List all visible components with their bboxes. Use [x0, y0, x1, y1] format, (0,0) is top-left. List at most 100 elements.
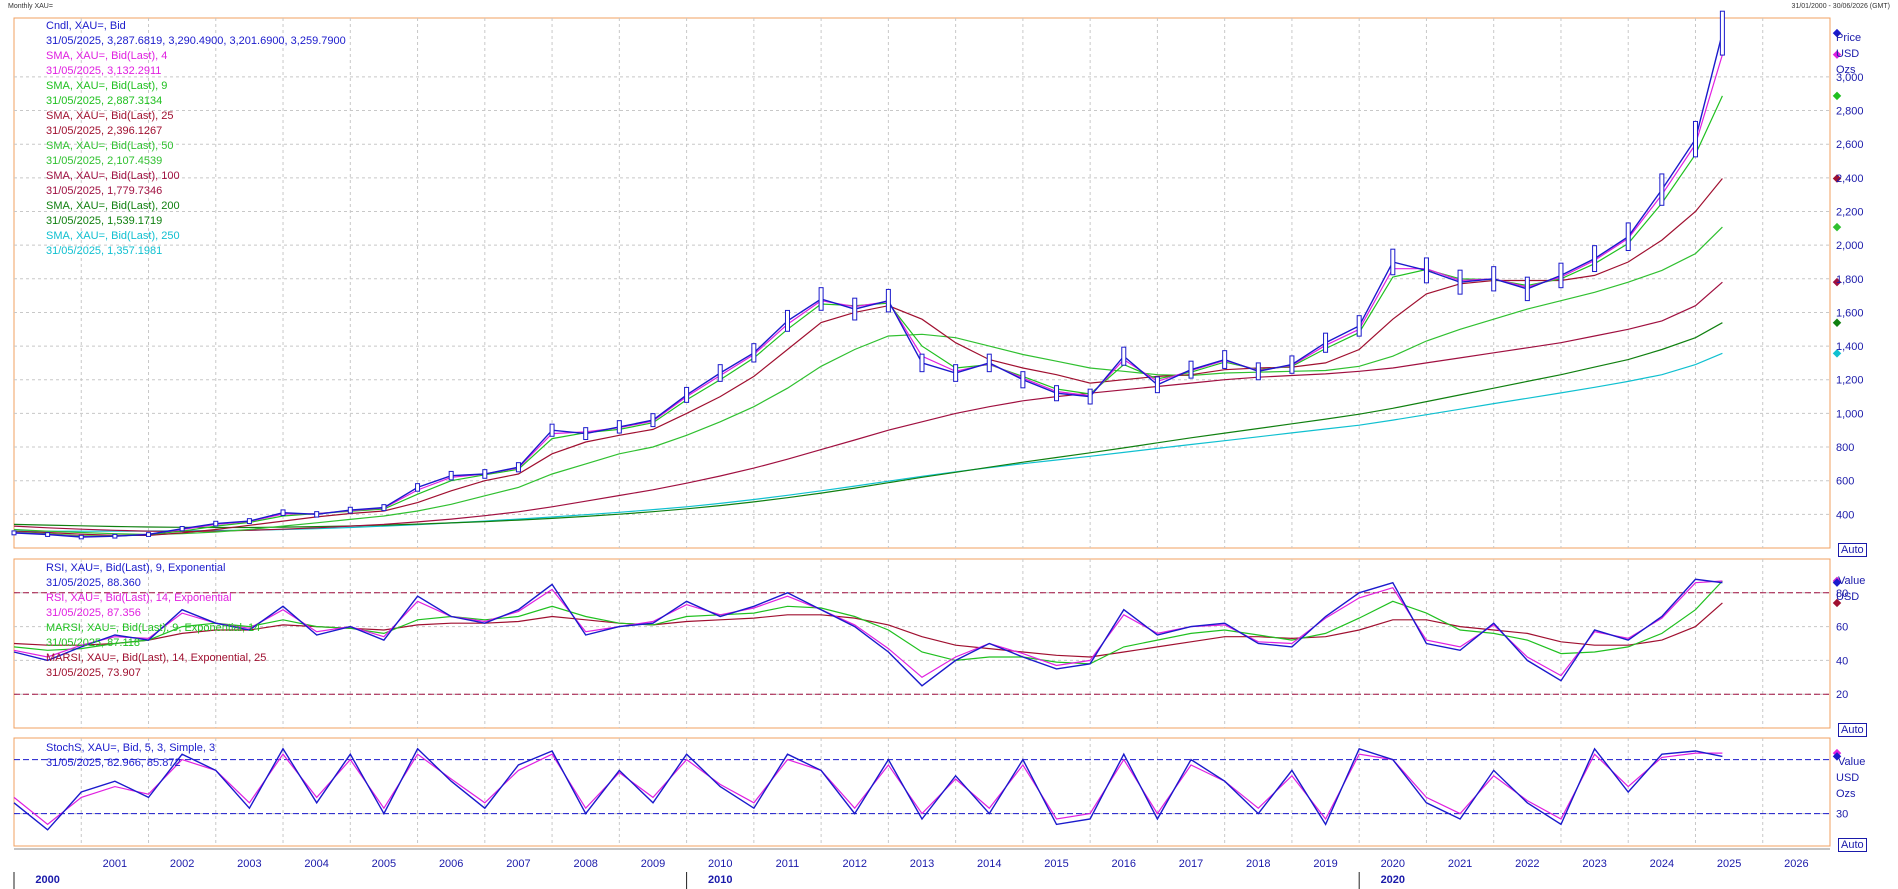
x-year-label: 2007 — [506, 858, 530, 870]
price-y-tick-label: 1,600 — [1836, 307, 1864, 319]
x-year-label: 2023 — [1582, 858, 1606, 870]
price-candle — [314, 511, 320, 518]
rsi-series-marker-0 — [1832, 578, 1842, 587]
price-candle — [1524, 276, 1530, 302]
price-candle — [45, 532, 51, 537]
price-axis-label-2: USD — [1836, 48, 1860, 60]
price-candle — [1356, 315, 1362, 337]
price-series-line-4 — [13, 226, 1723, 536]
x-decade-label: 2020 — [1381, 874, 1405, 886]
price-legend: Cndl, XAU=, Bid 31/05/2025, 3,287.6819, 3… — [46, 19, 346, 259]
price-candle — [1625, 222, 1631, 252]
x-year-label: 2005 — [372, 858, 396, 870]
price-candle — [1087, 388, 1093, 405]
price-legend-label-2: SMA, XAU=, Bid(Last), 9 — [46, 80, 168, 92]
price-y-tick-label: 2,800 — [1836, 106, 1864, 118]
price-candle — [415, 483, 421, 492]
price-candle — [1592, 245, 1598, 273]
price-candle — [818, 287, 824, 311]
price-candle — [11, 530, 17, 536]
price-y-tick-label: 400 — [1836, 509, 1854, 521]
x-year-label: 2025 — [1717, 858, 1741, 870]
stoch-axis-label-2: USD — [1836, 772, 1860, 784]
price-candle — [213, 520, 219, 527]
price-candle — [1054, 385, 1060, 402]
rsi-series-marker-3 — [1832, 598, 1842, 608]
x-year-label: 2022 — [1515, 858, 1539, 870]
price-candle — [246, 518, 252, 525]
x-year-label: 2001 — [103, 858, 127, 870]
stoch-y-tick-label: 30 — [1836, 809, 1848, 821]
price-legend-value-4: 31/05/2025, 2,107.4539 — [46, 155, 163, 167]
price-candle — [852, 297, 858, 321]
rsi-axis-label-2: USD — [1836, 591, 1860, 603]
x-year-label: 2024 — [1650, 858, 1674, 870]
price-series-marker-7 — [1832, 349, 1842, 358]
rsi-panel[interactable] — [13, 576, 1842, 695]
axes: 400 600 800 1,000 1,200 1,400 1,600 1,800 2,000 2… — [13, 72, 1864, 889]
price-legend-label-0: Cndl, XAU=, Bid — [46, 20, 126, 32]
rsi-series-line-3 — [13, 602, 1723, 658]
stoch-auto-scale-button[interactable]: Auto — [1838, 838, 1867, 852]
price-candle — [751, 343, 757, 363]
x-year-label: 2016 — [1112, 858, 1136, 870]
price-candle — [1154, 376, 1160, 394]
price-candle — [1390, 248, 1396, 276]
price-panel[interactable] — [11, 10, 1842, 540]
price-auto-scale-button[interactable]: Auto — [1838, 543, 1867, 557]
chart-header-left: Monthly XAU= — [8, 3, 53, 10]
price-series-marker-6 — [1832, 318, 1842, 327]
price-y-tick-label: 1,800 — [1836, 274, 1864, 286]
price-candle — [1423, 257, 1429, 284]
price-candle — [684, 386, 690, 403]
rsi-legend-label-0: RSI, XAU=, Bid(Last), 9, Exponential — [46, 562, 226, 574]
x-decade-label: 2000 — [35, 874, 59, 886]
x-decade-label: 2010 — [708, 874, 732, 886]
price-candle — [583, 427, 589, 441]
price-candle — [1659, 173, 1665, 206]
rsi-legend-value-2: 31/05/2025, 87.118 — [46, 637, 140, 649]
rsi-y-tick-label: 40 — [1836, 655, 1848, 667]
price-candle — [650, 413, 656, 428]
rsi-legend-value-3: 31/05/2025, 73.907 — [46, 667, 141, 679]
price-candle — [1188, 360, 1194, 379]
price-candle — [1692, 120, 1698, 158]
price-candle — [1289, 355, 1295, 374]
rsi-y-tick-label: 60 — [1836, 622, 1848, 634]
x-year-label: 2014 — [977, 858, 1001, 870]
rsi-auto-scale-button[interactable]: Auto — [1838, 723, 1867, 737]
x-year-label: 2009 — [641, 858, 665, 870]
price-axis-label-1: Price — [1836, 32, 1862, 44]
price-series-line-5 — [13, 281, 1723, 533]
price-axis-label-3: Ozs — [1836, 64, 1856, 76]
price-candle — [1719, 10, 1725, 56]
stoch-panel[interactable] — [13, 747, 1842, 831]
x-year-label: 2008 — [573, 858, 597, 870]
price-candle — [381, 504, 387, 512]
price-legend-value-6: 31/05/2025, 1,539.1719 — [46, 215, 163, 227]
price-y-tick-label: 2,200 — [1836, 206, 1864, 218]
price-series-line-3 — [13, 178, 1723, 537]
rsi-legend-label-2: MARSI, XAU=, Bid(Last), 9, Exponential, … — [46, 622, 261, 634]
price-candle — [1121, 346, 1127, 366]
price-candle — [986, 353, 992, 373]
price-y-tick-label: 1,400 — [1836, 341, 1864, 353]
x-year-label: 2017 — [1179, 858, 1203, 870]
price-legend-label-4: SMA, XAU=, Bid(Last), 50 — [46, 140, 174, 152]
grid — [13, 17, 1831, 847]
stoch-panel-frame — [13, 737, 1831, 847]
rsi-legend-label-3: MARSI, XAU=, Bid(Last), 14, Exponential,… — [46, 652, 267, 664]
x-year-label: 2020 — [1381, 858, 1405, 870]
price-candle — [1255, 362, 1261, 381]
price-panel-frame — [13, 17, 1831, 549]
x-year-label: 2021 — [1448, 858, 1472, 870]
price-candle — [1457, 269, 1463, 295]
price-y-tick-label: 800 — [1836, 442, 1854, 454]
x-year-label: 2012 — [842, 858, 866, 870]
price-y-tick-label: 2,600 — [1836, 139, 1864, 151]
rsi-y-tick-label: 80 — [1836, 588, 1848, 600]
price-legend-value-5: 31/05/2025, 1,779.7346 — [46, 185, 163, 197]
price-candle — [717, 364, 723, 382]
